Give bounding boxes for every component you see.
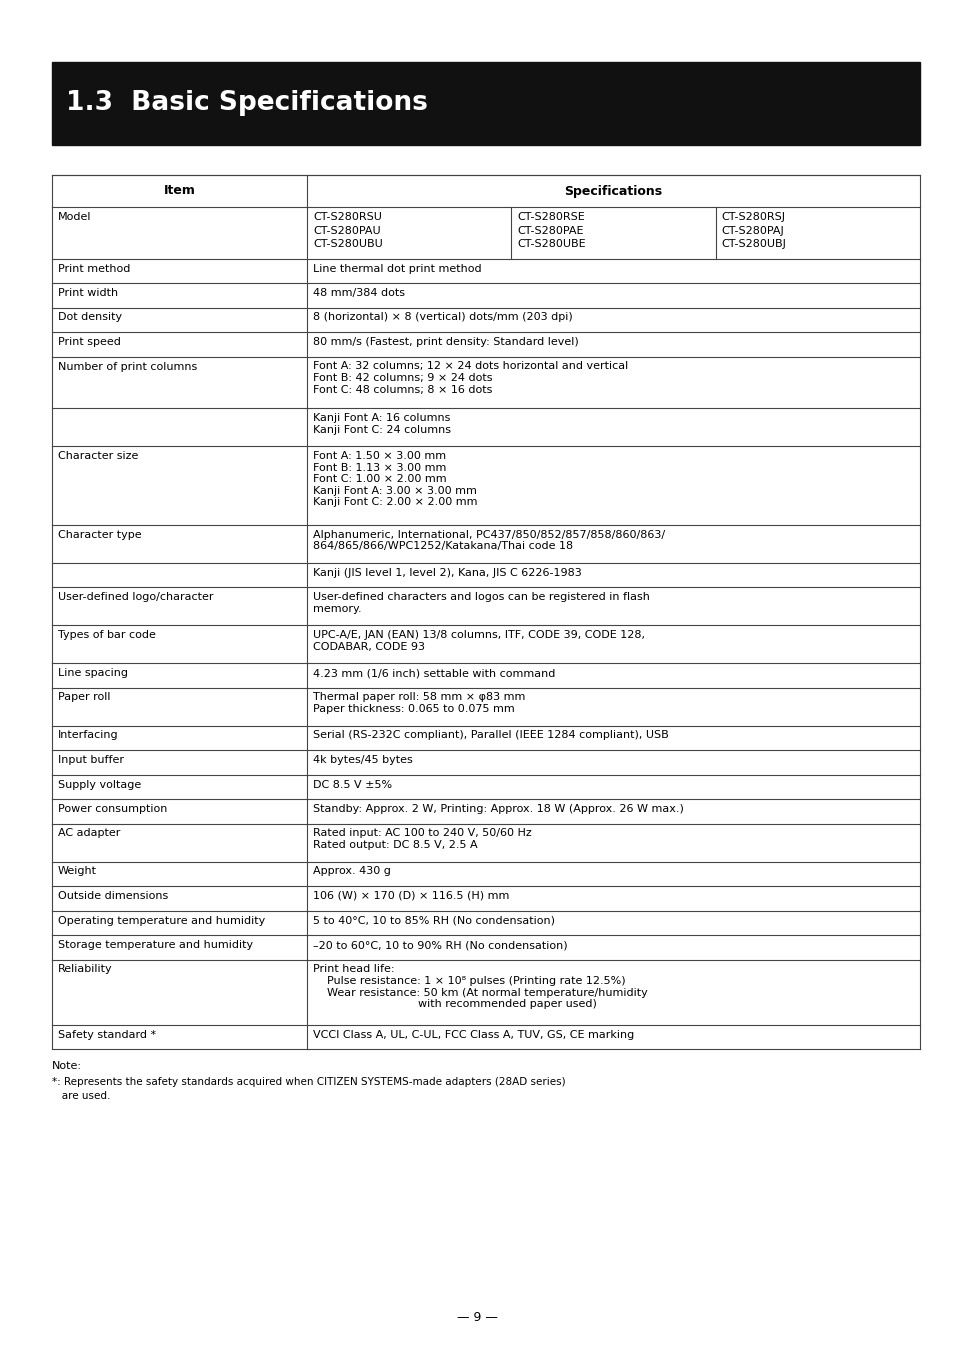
Text: 5 to 40°C, 10 to 85% RH (No condensation): 5 to 40°C, 10 to 85% RH (No condensation… <box>313 915 555 926</box>
Text: CT-S280PAU: CT-S280PAU <box>313 226 380 235</box>
Text: Character type: Character type <box>58 530 141 539</box>
Text: CT-S280RSE: CT-S280RSE <box>517 212 584 222</box>
Text: are used.: are used. <box>52 1091 111 1101</box>
Text: Rated input: AC 100 to 240 V, 50/60 Hz
Rated output: DC 8.5 V, 2.5 A: Rated input: AC 100 to 240 V, 50/60 Hz R… <box>313 829 531 850</box>
Text: 48 mm/384 dots: 48 mm/384 dots <box>313 288 405 297</box>
Text: Item: Item <box>163 184 195 197</box>
Text: Line spacing: Line spacing <box>58 668 128 677</box>
Text: Kanji (JIS level 1, level 2), Kana, JIS C 6226-1983: Kanji (JIS level 1, level 2), Kana, JIS … <box>313 568 581 577</box>
Text: Character size: Character size <box>58 452 138 461</box>
Text: Interfacing: Interfacing <box>58 730 118 741</box>
Text: Print method: Print method <box>58 264 131 273</box>
Text: Line thermal dot print method: Line thermal dot print method <box>313 264 481 273</box>
Text: Print head life:
    Pulse resistance: 1 × 10⁸ pulses (Printing rate 12.5%)
    : Print head life: Pulse resistance: 1 × 1… <box>313 964 647 1010</box>
Text: CT-S280RSU: CT-S280RSU <box>313 212 381 222</box>
Text: Reliability: Reliability <box>58 964 112 975</box>
Text: Kanji Font A: 16 columns
Kanji Font C: 24 columns: Kanji Font A: 16 columns Kanji Font C: 2… <box>313 412 451 434</box>
Text: *: Represents the safety standards acquired when CITIZEN SYSTEMS-made adapters (: *: Represents the safety standards acqui… <box>52 1078 565 1087</box>
Text: Font A: 1.50 × 3.00 mm
Font B: 1.13 × 3.00 mm
Font C: 1.00 × 2.00 mm
Kanji Font : Font A: 1.50 × 3.00 mm Font B: 1.13 × 3.… <box>313 452 477 507</box>
Text: Note:: Note: <box>52 1061 82 1071</box>
Text: — 9 —: — 9 — <box>456 1311 497 1324</box>
Text: Power consumption: Power consumption <box>58 804 167 814</box>
Text: –20 to 60°C, 10 to 90% RH (No condensation): –20 to 60°C, 10 to 90% RH (No condensati… <box>313 940 567 950</box>
Text: 4.23 mm (1/6 inch) settable with command: 4.23 mm (1/6 inch) settable with command <box>313 668 555 677</box>
Text: DC 8.5 V ±5%: DC 8.5 V ±5% <box>313 780 392 790</box>
Text: Supply voltage: Supply voltage <box>58 780 141 790</box>
Text: Print speed: Print speed <box>58 337 121 347</box>
Text: 106 (W) × 170 (D) × 116.5 (H) mm: 106 (W) × 170 (D) × 116.5 (H) mm <box>313 891 509 900</box>
Text: Safety standard *: Safety standard * <box>58 1029 156 1040</box>
Text: CT-S280UBU: CT-S280UBU <box>313 239 382 249</box>
Text: 4k bytes/45 bytes: 4k bytes/45 bytes <box>313 754 413 765</box>
Text: UPC-A/E, JAN (EAN) 13/8 columns, ITF, CODE 39, CODE 128,
CODABAR, CODE 93: UPC-A/E, JAN (EAN) 13/8 columns, ITF, CO… <box>313 630 644 652</box>
Text: Types of bar code: Types of bar code <box>58 630 155 639</box>
Text: Thermal paper roll: 58 mm × φ83 mm
Paper thickness: 0.065 to 0.075 mm: Thermal paper roll: 58 mm × φ83 mm Paper… <box>313 692 525 714</box>
Text: Font A: 32 columns; 12 × 24 dots horizontal and vertical
Font B: 42 columns; 9 ×: Font A: 32 columns; 12 × 24 dots horizon… <box>313 361 628 395</box>
Text: Number of print columns: Number of print columns <box>58 361 197 372</box>
Text: Paper roll: Paper roll <box>58 692 111 703</box>
Text: 1.3  Basic Specifications: 1.3 Basic Specifications <box>66 91 428 116</box>
Text: CT-S280PAE: CT-S280PAE <box>517 226 583 235</box>
Bar <box>52 62 919 145</box>
Text: Serial (RS-232C compliant), Parallel (IEEE 1284 compliant), USB: Serial (RS-232C compliant), Parallel (IE… <box>313 730 668 741</box>
Text: User-defined logo/character: User-defined logo/character <box>58 592 213 602</box>
Text: Weight: Weight <box>58 867 97 876</box>
Text: Standby: Approx. 2 W, Printing: Approx. 18 W (Approx. 26 W max.): Standby: Approx. 2 W, Printing: Approx. … <box>313 804 683 814</box>
Text: Storage temperature and humidity: Storage temperature and humidity <box>58 940 253 950</box>
Text: CT-S280UBJ: CT-S280UBJ <box>720 239 785 249</box>
Text: CT-S280PAJ: CT-S280PAJ <box>720 226 783 235</box>
Text: VCCI Class A, UL, C-UL, FCC Class A, TUV, GS, CE marking: VCCI Class A, UL, C-UL, FCC Class A, TUV… <box>313 1029 634 1040</box>
Text: CT-S280RSJ: CT-S280RSJ <box>720 212 785 222</box>
Text: Alphanumeric, International, PC437/850/852/857/858/860/863/
864/865/866/WPC1252/: Alphanumeric, International, PC437/850/8… <box>313 530 664 552</box>
Text: User-defined characters and logos can be registered in flash
memory.: User-defined characters and logos can be… <box>313 592 649 614</box>
Text: Specifications: Specifications <box>564 184 662 197</box>
Text: AC adapter: AC adapter <box>58 829 120 838</box>
Text: Print width: Print width <box>58 288 118 297</box>
Text: CT-S280UBE: CT-S280UBE <box>517 239 585 249</box>
Text: Approx. 430 g: Approx. 430 g <box>313 867 391 876</box>
Text: 8 (horizontal) × 8 (vertical) dots/mm (203 dpi): 8 (horizontal) × 8 (vertical) dots/mm (2… <box>313 312 572 323</box>
Text: Outside dimensions: Outside dimensions <box>58 891 168 900</box>
Text: Dot density: Dot density <box>58 312 122 323</box>
Text: Operating temperature and humidity: Operating temperature and humidity <box>58 915 265 926</box>
Text: 80 mm/s (Fastest, print density: Standard level): 80 mm/s (Fastest, print density: Standar… <box>313 337 578 347</box>
Text: Input buffer: Input buffer <box>58 754 124 765</box>
Text: Model: Model <box>58 212 91 222</box>
